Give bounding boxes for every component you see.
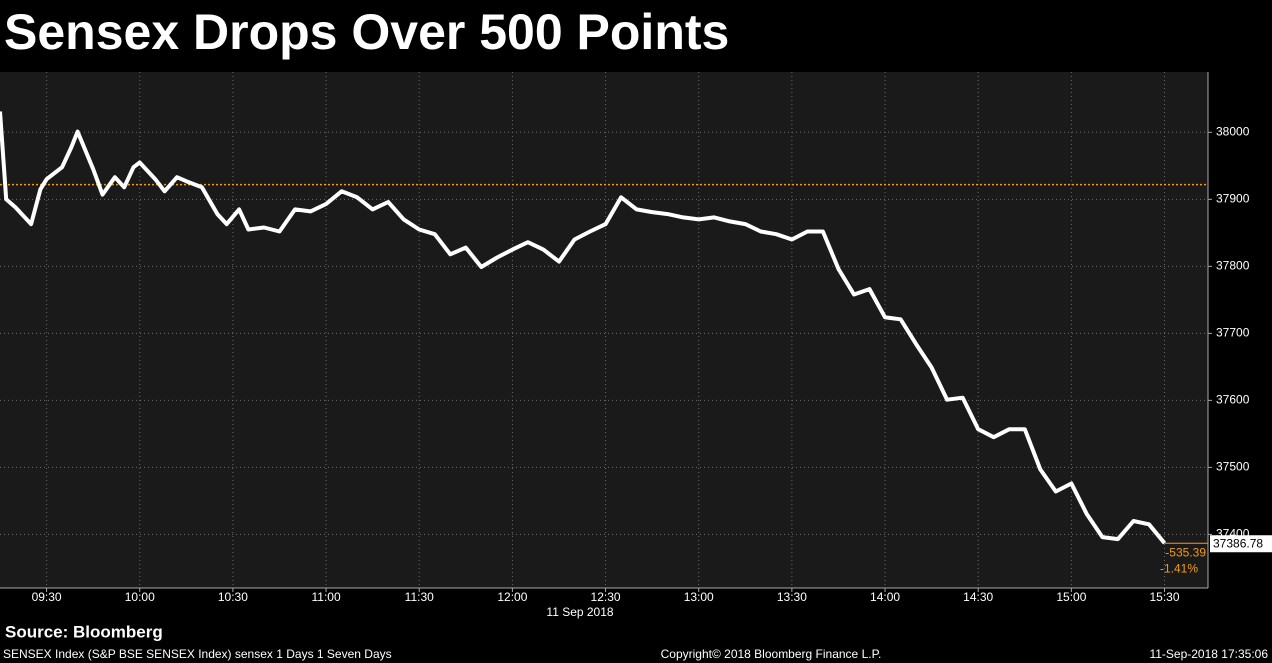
plot-area <box>0 72 1208 588</box>
x-tick-label: 14:00 <box>870 590 900 604</box>
chart-title: Sensex Drops Over 500 Points <box>4 4 729 60</box>
y-tick-label: 37900 <box>1216 191 1250 205</box>
x-tick-label: 12:30 <box>591 590 621 604</box>
footer-center: Copyright© 2018 Bloomberg Finance L.P. <box>661 647 882 661</box>
y-tick-label: 37500 <box>1216 460 1250 474</box>
x-tick-label: 15:30 <box>1150 590 1180 604</box>
change-pct-label: -1.41% <box>1160 561 1198 575</box>
x-tick-label: 11:30 <box>405 590 434 604</box>
y-tick-label: 37800 <box>1216 259 1250 273</box>
y-tick-label: 38000 <box>1216 124 1250 138</box>
x-tick-label: 11:00 <box>311 590 340 604</box>
x-tick-label: 13:30 <box>777 590 807 604</box>
change-label: -535.39 <box>1165 545 1206 559</box>
footer-right: 11-Sep-2018 17:35:06 <box>1149 647 1268 661</box>
x-axis-label: 11 Sep 2018 <box>546 605 613 619</box>
series-line <box>0 111 1167 545</box>
x-tick-label: 10:30 <box>218 590 248 604</box>
x-tick-label: 15:00 <box>1056 590 1086 604</box>
footer-left: SENSEX Index (S&P BSE SENSEX Index) sens… <box>3 647 392 661</box>
x-tick-label: 14:30 <box>963 590 993 604</box>
source: Source: Bloomberg <box>5 622 163 641</box>
y-tick-label: 37700 <box>1216 326 1250 340</box>
last-value-box <box>1210 535 1272 553</box>
x-tick-label: 09:30 <box>32 590 62 604</box>
x-tick-label: 10:00 <box>125 590 155 604</box>
y-tick-label: 37600 <box>1216 393 1250 407</box>
x-tick-label: 12:00 <box>497 590 527 604</box>
last-value-label: 37386.78 <box>1213 536 1263 550</box>
x-tick-label: 13:00 <box>684 590 714 604</box>
